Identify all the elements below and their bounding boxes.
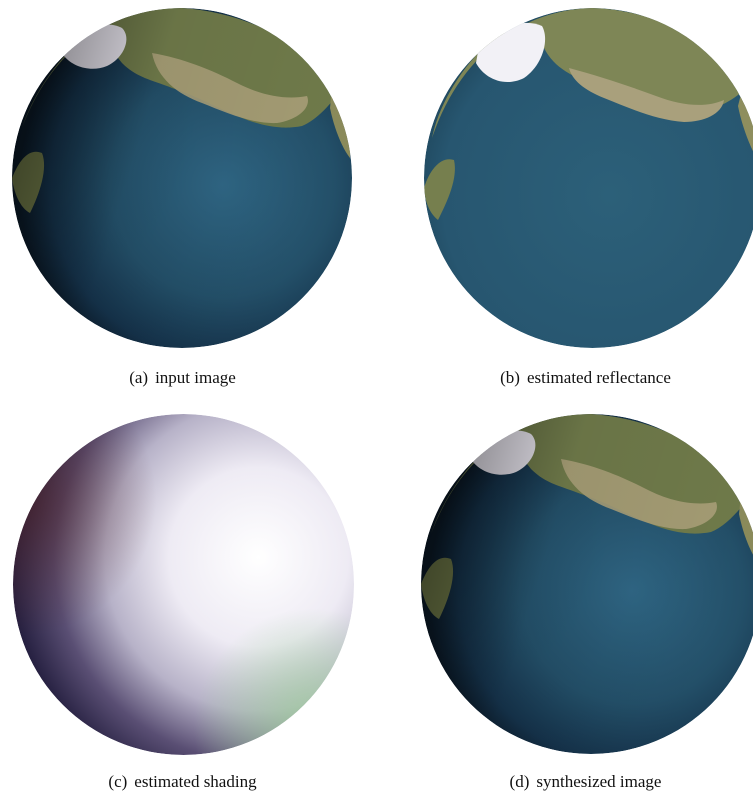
shading-globe	[13, 414, 354, 755]
earth-albedo-image	[424, 8, 753, 348]
caption-label: (c)	[108, 772, 128, 791]
earth-globe-image	[12, 8, 352, 348]
caption-text: estimated reflectance	[526, 368, 671, 387]
reflectance-globe	[424, 8, 753, 348]
caption-a: (a) input image	[0, 368, 365, 388]
caption-text: input image	[155, 368, 236, 387]
caption-label: (d)	[509, 772, 530, 791]
caption-b: (b) estimated reflectance	[418, 368, 753, 388]
caption-d: (d) synthesized image	[418, 772, 753, 792]
caption-text: synthesized image	[536, 772, 662, 791]
synthesized-globe	[421, 414, 753, 754]
caption-label: (a)	[129, 368, 149, 387]
input-image-globe	[12, 8, 352, 348]
caption-label: (b)	[500, 368, 520, 387]
caption-c: (c) estimated shading	[0, 772, 365, 792]
shaded-sphere-image	[13, 414, 354, 755]
caption-text: estimated shading	[134, 772, 257, 791]
earth-globe-image	[421, 414, 753, 754]
